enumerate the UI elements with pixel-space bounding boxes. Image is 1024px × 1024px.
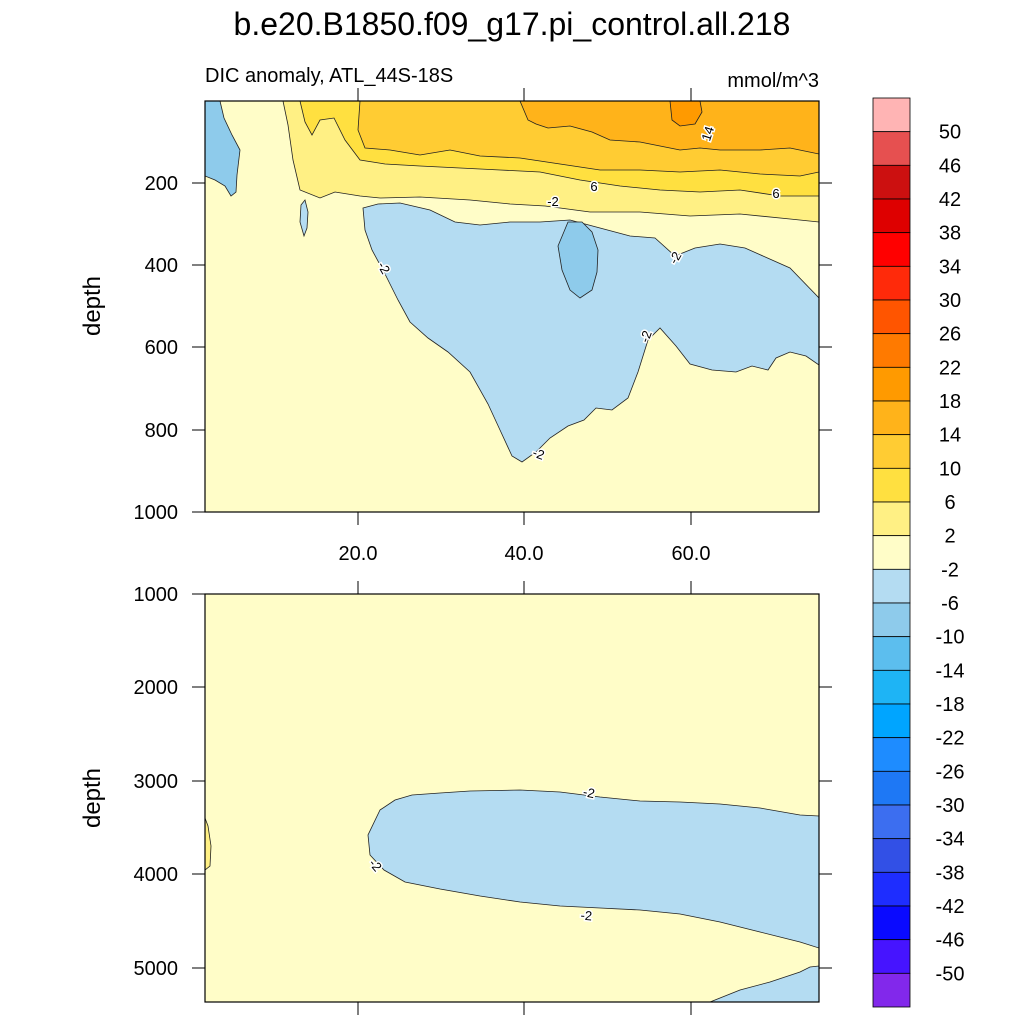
upper-neg-blob [299, 199, 309, 238]
colorbar-swatch [872, 97, 911, 133]
colorbar-label: 22 [939, 357, 961, 379]
colorbar-swatch [872, 299, 911, 335]
main-title: b.e20.B1850.f09_g17.pi_control.all.218 [234, 6, 791, 42]
upper-neg-lens [557, 221, 599, 299]
colorbar-label: 38 [939, 223, 961, 245]
colorbar-label: 18 [939, 391, 961, 413]
colorbar-swatch [872, 366, 911, 402]
lower-neg-lens [367, 789, 819, 949]
upper-y-axis-label: depth [79, 276, 106, 336]
colorbar-label: -10 [936, 627, 965, 649]
colorbar-swatch [872, 501, 911, 537]
y-tick-label: 600 [145, 337, 178, 359]
contour-label: -2 [637, 328, 655, 344]
colorbar-label: 6 [944, 492, 955, 514]
colorbar-swatch [872, 400, 911, 436]
colorbar-label: 14 [939, 425, 961, 447]
colorbar-label: 10 [939, 458, 961, 480]
colorbar-swatch [872, 939, 911, 974]
colorbar-swatch [872, 871, 911, 907]
y-tick-label: 400 [145, 255, 178, 277]
colorbar-label: -50 [936, 963, 965, 985]
contour-label: -2 [582, 784, 596, 801]
upper-y-tick-labels: 200 400 600 800 1000 [134, 173, 179, 524]
colorbar-label: 46 [939, 155, 961, 177]
colorbar-label: -22 [936, 728, 965, 750]
contour-label: 6 [590, 179, 597, 194]
upper-ticks [192, 88, 832, 525]
x-tick-label: 40.0 [505, 543, 544, 565]
y-tick-label: 5000 [134, 958, 179, 980]
lower-ticks [192, 581, 832, 1015]
lower-pos-patch [205, 817, 212, 871]
y-tick-label: 800 [145, 420, 178, 442]
upper-band-18-22 [669, 101, 703, 127]
colorbar-swatch [872, 198, 911, 234]
y-tick-label: 200 [145, 173, 178, 195]
colorbar-swatch [872, 535, 911, 570]
colorbar-swatch [872, 131, 911, 166]
subtitle-left: DIC anomaly, ATL_44S-18S [205, 65, 453, 87]
colorbar-swatch [872, 737, 911, 772]
colorbar-swatch [872, 568, 911, 604]
colorbar-swatch [872, 232, 911, 267]
upper-plot-frame [204, 100, 820, 513]
lower-plot-frame [204, 593, 820, 1003]
x-tick-label: 60.0 [672, 543, 711, 565]
colorbar-swatch [872, 770, 911, 806]
colorbar-label: 50 [939, 122, 961, 144]
contour-label: 6 [772, 186, 779, 201]
colorbar-swatch [872, 669, 911, 705]
colorbar-swatch [872, 434, 911, 469]
x-tick-label: 20.0 [339, 543, 378, 565]
colorbar-label: -2 [941, 559, 959, 581]
contour-label: 14 [698, 124, 717, 142]
colorbar-labels: 50 46 42 38 34 30 26 22 18 14 10 6 2 -2 -6 -10 -14 -18 -22… [936, 122, 965, 986]
colorbar-label: -26 [936, 761, 965, 783]
colorbar-label: -46 [936, 930, 965, 952]
colorbar-label: 30 [939, 290, 961, 312]
colorbar-label: -42 [936, 896, 965, 918]
colorbar-swatch [872, 804, 911, 840]
colorbar-label: -18 [936, 694, 965, 716]
colorbar-swatch [872, 164, 911, 200]
colorbar-swatch [872, 333, 911, 368]
y-tick-label: 2000 [134, 677, 179, 699]
lower-y-tick-labels: 1000 2000 3000 4000 5000 [134, 584, 179, 980]
lower-neg-corner [709, 965, 819, 1002]
colorbar-swatch [872, 905, 911, 941]
contour-label: -2 [547, 194, 559, 209]
y-tick-label: 3000 [134, 771, 179, 793]
colorbar-label: 34 [939, 256, 961, 278]
colorbar-swatch [872, 972, 911, 1008]
colorbar-swatch [872, 467, 911, 503]
lower-panel: -2 -2 -2 1000 2000 3000 4000 5000 depth [79, 581, 832, 1015]
upper-panel: 14 6 -2 6 -2 -2 -2 -2 200 400 600 800 10 [79, 88, 832, 565]
y-tick-label: 1000 [134, 502, 179, 524]
upper-x-tick-labels: 20.0 40.0 60.0 [339, 543, 711, 565]
y-tick-label: 1000 [134, 584, 179, 606]
colorbar-swatch [872, 602, 911, 638]
colorbar-swatch [872, 703, 911, 739]
y-tick-label: 4000 [134, 864, 179, 886]
colorbar-label: -34 [936, 829, 965, 851]
lower-y-axis-label: depth [79, 768, 106, 828]
colorbar-swatch [872, 636, 911, 671]
contour-label: -2 [580, 908, 593, 924]
upper-band-14-18 [519, 101, 819, 155]
colorbar-label: 26 [939, 324, 961, 346]
colorbar-label: -30 [936, 795, 965, 817]
colorbar-label: -14 [936, 660, 965, 682]
colorbar-label: -38 [936, 862, 965, 884]
subtitle-units: mmol/m^3 [727, 70, 819, 92]
upper-neg-surface [205, 101, 241, 197]
colorbar [872, 97, 911, 1008]
colorbar-swatch [872, 265, 911, 301]
colorbar-swatch [872, 838, 911, 873]
colorbar-label: 2 [944, 526, 955, 548]
colorbar-label: 42 [939, 189, 961, 211]
colorbar-label: -6 [941, 593, 959, 615]
